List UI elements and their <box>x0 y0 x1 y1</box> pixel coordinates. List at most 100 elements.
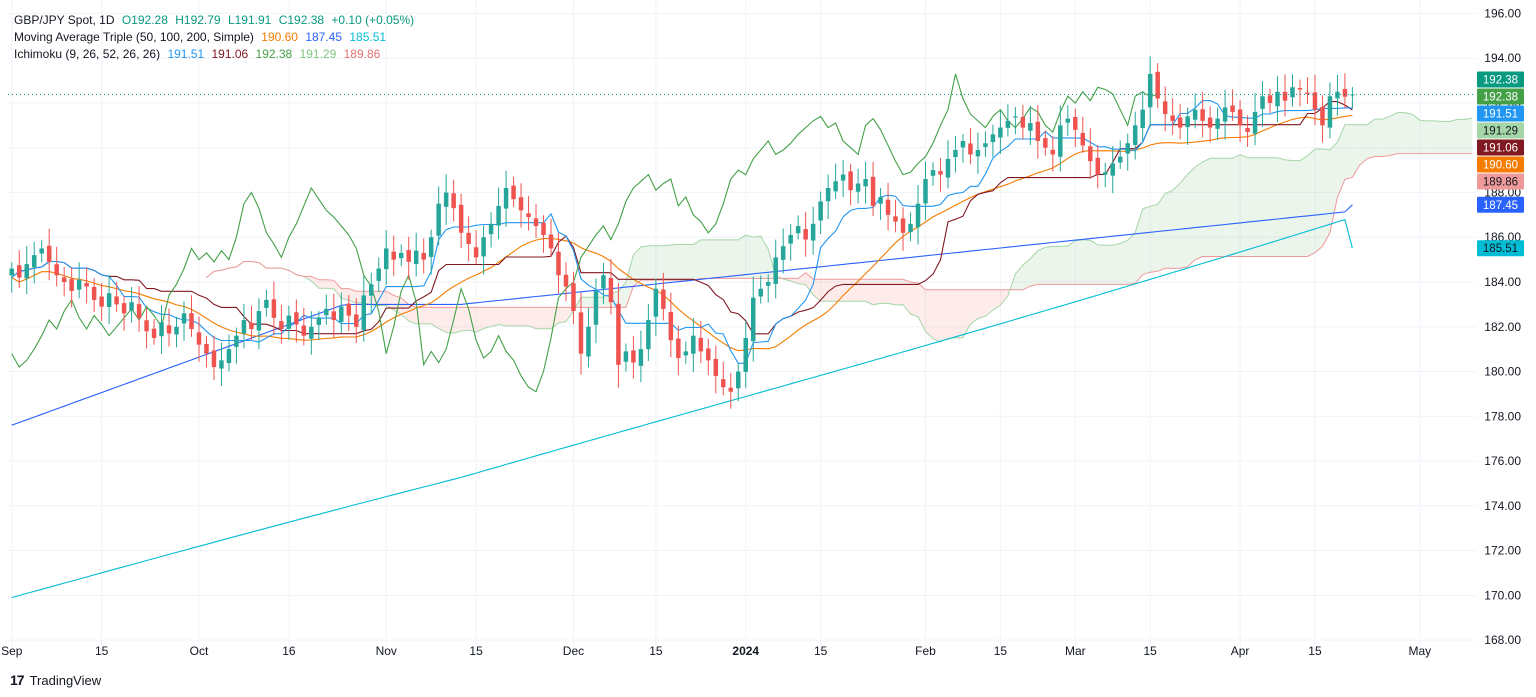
candle-body <box>736 371 741 389</box>
candle-body <box>391 251 396 260</box>
x-tick-label: 15 <box>1144 644 1158 658</box>
candle-up <box>586 307 591 368</box>
candle-down <box>1155 63 1160 108</box>
legend-ichimoku-row[interactable]: Ichimoku (9, 26, 52, 26, 26) 191.51 191.… <box>14 46 418 63</box>
candle-up <box>683 341 689 364</box>
price-tag-label: 192.38 <box>1483 74 1518 86</box>
candle-body <box>354 314 359 327</box>
cloud-segment <box>1352 124 1360 178</box>
candle-body <box>1192 109 1198 120</box>
candle-up <box>398 244 404 267</box>
candle-up <box>1132 111 1138 160</box>
price-tag-bg <box>1477 196 1524 213</box>
price-tag: 192.38 <box>1477 71 1524 88</box>
candle-body <box>1132 125 1138 145</box>
candle-up <box>174 316 179 348</box>
candle-up <box>990 124 996 157</box>
tradingview-brand[interactable]: 17 TradingView <box>10 672 101 688</box>
candle-body <box>1320 106 1325 126</box>
y-tick-label: 180.00 <box>1484 365 1521 379</box>
candle-body <box>383 248 389 270</box>
candle-down <box>458 193 464 249</box>
cloud-segment <box>1075 239 1083 285</box>
candle-body <box>908 223 913 233</box>
candle-body <box>608 277 614 303</box>
candle-body <box>1335 91 1340 99</box>
candle-up <box>960 134 966 163</box>
cloud-segment <box>858 279 866 302</box>
candle-body <box>1155 71 1160 99</box>
candle-body <box>1177 117 1183 128</box>
candle-up <box>863 161 868 204</box>
cloud-segment <box>1165 190 1173 269</box>
candle-body <box>653 288 659 317</box>
candle-down <box>121 295 127 331</box>
candle-down <box>533 204 539 238</box>
y-tick-label: 176.00 <box>1484 454 1521 468</box>
candle-body <box>294 312 299 325</box>
cloud-segment <box>843 279 851 302</box>
candle-body <box>638 349 644 366</box>
candle-down <box>301 307 307 346</box>
candle-up <box>1110 146 1115 194</box>
candle-down <box>16 250 22 288</box>
legend-symbol-row[interactable]: GBP/JPY Spot, 1D O192.28 H192.79 L191.91… <box>14 12 418 29</box>
cloud-segment <box>491 307 499 327</box>
x-tick-label: 15 <box>469 644 483 658</box>
cloud-segment <box>648 245 656 281</box>
candle-down <box>1080 116 1086 153</box>
cloud-segment <box>1389 112 1398 156</box>
candle-body <box>1230 105 1235 112</box>
time-axis[interactable]: Sep 15 Oct 16 Nov 15 Dec 15 2024 15 Feb 15 Mar 15 Apr 1… <box>1 644 1431 658</box>
candle-body <box>788 235 793 244</box>
cloud-segment <box>903 279 911 314</box>
candle-down <box>91 278 97 312</box>
candle-body <box>129 302 134 311</box>
candle-body <box>990 134 996 143</box>
legend-ma-row[interactable]: Moving Average Triple (50, 100, 200, Sim… <box>14 29 418 46</box>
candle-down <box>421 238 426 274</box>
price-tag-label: 191.51 <box>1483 108 1518 120</box>
price-tag: 191.29 <box>1477 122 1524 139</box>
x-tick-label: 15 <box>1308 644 1322 658</box>
cloud-segment <box>1262 157 1271 257</box>
x-tick-label: Sep <box>1 644 23 658</box>
y-tick-label: 196.00 <box>1484 6 1521 20</box>
candle-down <box>1342 73 1348 109</box>
candle-body <box>114 296 119 305</box>
candle-up <box>1013 107 1018 135</box>
cloud-segment <box>326 279 334 289</box>
candles <box>9 56 1355 409</box>
x-tick-label: 2024 <box>732 644 759 658</box>
candle-body <box>1222 107 1228 122</box>
indicator-lines <box>11 73 1353 599</box>
candle-down <box>1088 128 1093 179</box>
price-tag-bg <box>1477 88 1524 105</box>
candle-up <box>908 212 913 242</box>
candle-down <box>608 258 614 315</box>
candle-up <box>106 275 112 325</box>
x-tick-label: 16 <box>282 644 296 658</box>
price-tag-label: 191.06 <box>1483 142 1518 154</box>
candle-body <box>803 229 808 240</box>
candle-up <box>646 304 651 361</box>
cloud-segment <box>506 307 514 326</box>
cloud-segment <box>693 239 701 281</box>
candle-down <box>1267 88 1273 113</box>
y-tick-label: 194.00 <box>1484 51 1521 65</box>
y-tick-label: 174.00 <box>1484 499 1521 513</box>
cloud-segment <box>423 307 432 324</box>
cloud-segment <box>790 278 799 284</box>
candle-down <box>99 282 104 321</box>
y-tick-label: 168.00 <box>1484 633 1521 647</box>
cloud-segment <box>378 291 387 306</box>
x-tick-label: 15 <box>814 644 828 658</box>
price-tag-bg <box>1477 240 1524 257</box>
candle-body <box>451 193 456 209</box>
candle-up <box>1350 87 1355 109</box>
x-tick-label: 15 <box>994 644 1008 658</box>
candle-body <box>563 274 569 287</box>
legend-close: C192.38 <box>278 13 325 27</box>
candle-up <box>1065 105 1071 136</box>
